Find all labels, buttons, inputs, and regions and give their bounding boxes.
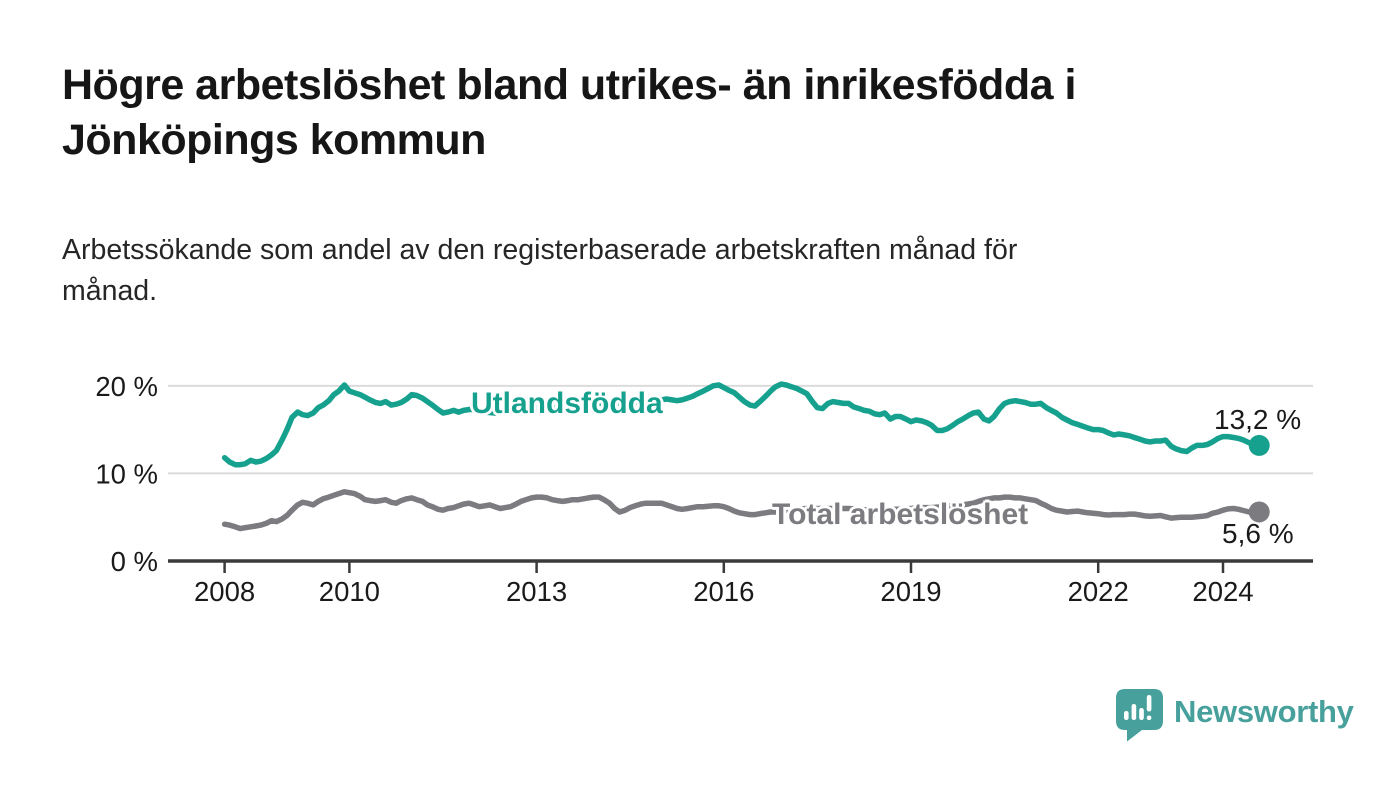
subtitle-line-1: Arbetssökande som andel av den registerb… [62,234,1018,266]
title-line-2: Jönköpings kommun [62,116,486,164]
title-line-1: Högre arbetslöshet bland utrikes- än inr… [62,61,1076,109]
page-title: Högre arbetslöshet bland utrikes- än inr… [62,58,1076,168]
brand-name: Newsworthy [1174,694,1354,729]
x-axis-label-2024: 2024 [1192,576,1253,607]
y-axis-label-20%: 20 % [95,371,158,402]
x-axis-label-2010: 2010 [319,576,380,607]
x-axis-label-2016: 2016 [693,576,754,607]
chart-subtitle: Arbetssökande som andel av den registerb… [62,230,1017,312]
series-end-dot-utlandsfodda [1248,434,1270,456]
end-value-label-utlandsfodda: 13,2 % [1214,404,1302,435]
x-axis-label-2019: 2019 [880,576,941,607]
series-label-utlandsfodda: Utlandsfödda [471,387,663,420]
series-label-total-arbetsloshet: Total arbetslöshet [772,498,1029,531]
series-line-utlandsfodda [221,381,1262,468]
series-line-total-arbetsloshet [221,489,1262,532]
newsworthy-logo-icon [1116,689,1164,747]
series-end-dot-total-arbetsloshet [1248,501,1270,523]
y-axis-label-0%: 0 % [111,546,158,577]
newsworthy-brand: Newsworthy [1116,689,1354,747]
end-value-label-total: 5,6 % [1222,518,1294,549]
x-axis-label-2022: 2022 [1068,576,1129,607]
y-axis-label-10%: 10 % [95,458,158,489]
subtitle-line-2: månad. [62,275,158,307]
x-axis-label-2008: 2008 [194,576,255,607]
x-axis-label-2013: 2013 [506,576,567,607]
